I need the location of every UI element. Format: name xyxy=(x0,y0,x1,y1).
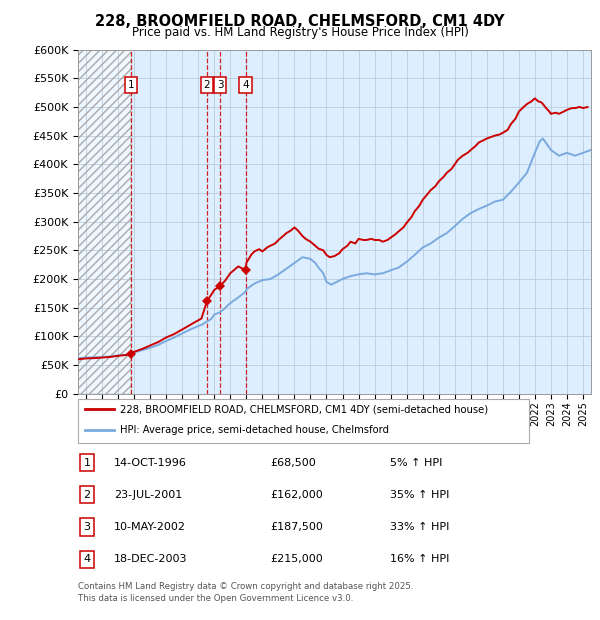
Text: 33% ↑ HPI: 33% ↑ HPI xyxy=(390,522,449,532)
Text: 3: 3 xyxy=(217,80,223,90)
Text: 18-DEC-2003: 18-DEC-2003 xyxy=(114,554,187,564)
Text: 3: 3 xyxy=(83,522,91,532)
Text: 228, BROOMFIELD ROAD, CHELMSFORD, CM1 4DY: 228, BROOMFIELD ROAD, CHELMSFORD, CM1 4D… xyxy=(95,14,505,29)
Text: 10-MAY-2002: 10-MAY-2002 xyxy=(114,522,186,532)
Text: Price paid vs. HM Land Registry's House Price Index (HPI): Price paid vs. HM Land Registry's House … xyxy=(131,26,469,39)
Text: 2: 2 xyxy=(83,490,91,500)
Text: 4: 4 xyxy=(242,80,249,90)
Text: 16% ↑ HPI: 16% ↑ HPI xyxy=(390,554,449,564)
Text: £187,500: £187,500 xyxy=(270,522,323,532)
Text: 35% ↑ HPI: 35% ↑ HPI xyxy=(390,490,449,500)
Text: 1: 1 xyxy=(127,80,134,90)
Text: 23-JUL-2001: 23-JUL-2001 xyxy=(114,490,182,500)
Text: Contains HM Land Registry data © Crown copyright and database right 2025.: Contains HM Land Registry data © Crown c… xyxy=(78,582,413,591)
Text: 1: 1 xyxy=(83,458,91,467)
Text: £215,000: £215,000 xyxy=(270,554,323,564)
Text: This data is licensed under the Open Government Licence v3.0.: This data is licensed under the Open Gov… xyxy=(78,594,353,603)
Text: 14-OCT-1996: 14-OCT-1996 xyxy=(114,458,187,467)
Text: £68,500: £68,500 xyxy=(270,458,316,467)
Text: 228, BROOMFIELD ROAD, CHELMSFORD, CM1 4DY (semi-detached house): 228, BROOMFIELD ROAD, CHELMSFORD, CM1 4D… xyxy=(120,404,488,414)
Text: HPI: Average price, semi-detached house, Chelmsford: HPI: Average price, semi-detached house,… xyxy=(120,425,389,435)
Text: 2: 2 xyxy=(204,80,211,90)
Text: 4: 4 xyxy=(83,554,91,564)
Text: 5% ↑ HPI: 5% ↑ HPI xyxy=(390,458,442,467)
Text: £162,000: £162,000 xyxy=(270,490,323,500)
